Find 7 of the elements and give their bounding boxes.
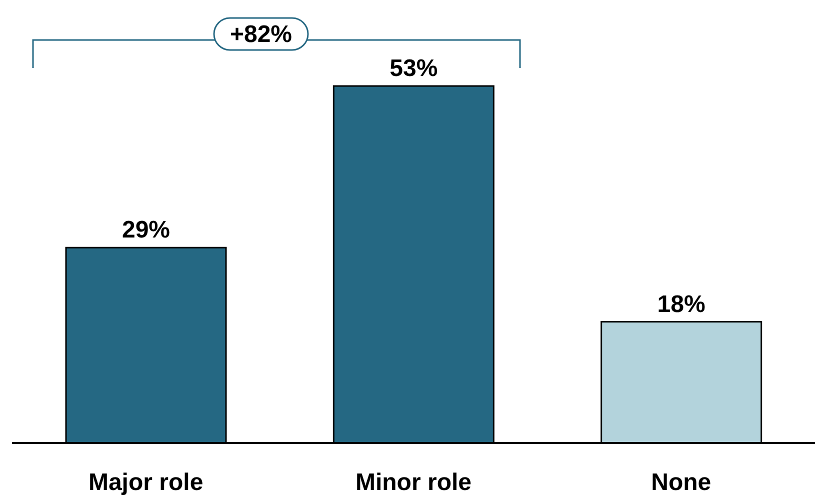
data-label: 29% [122,216,170,244]
x-tick-label: Minor role [355,469,472,496]
x-tick-label: None [651,469,712,496]
text: +82% [230,21,292,48]
x-tick-label: Major role [88,469,204,496]
data-label: 18% [657,290,706,318]
data-label: 53% [390,55,438,82]
